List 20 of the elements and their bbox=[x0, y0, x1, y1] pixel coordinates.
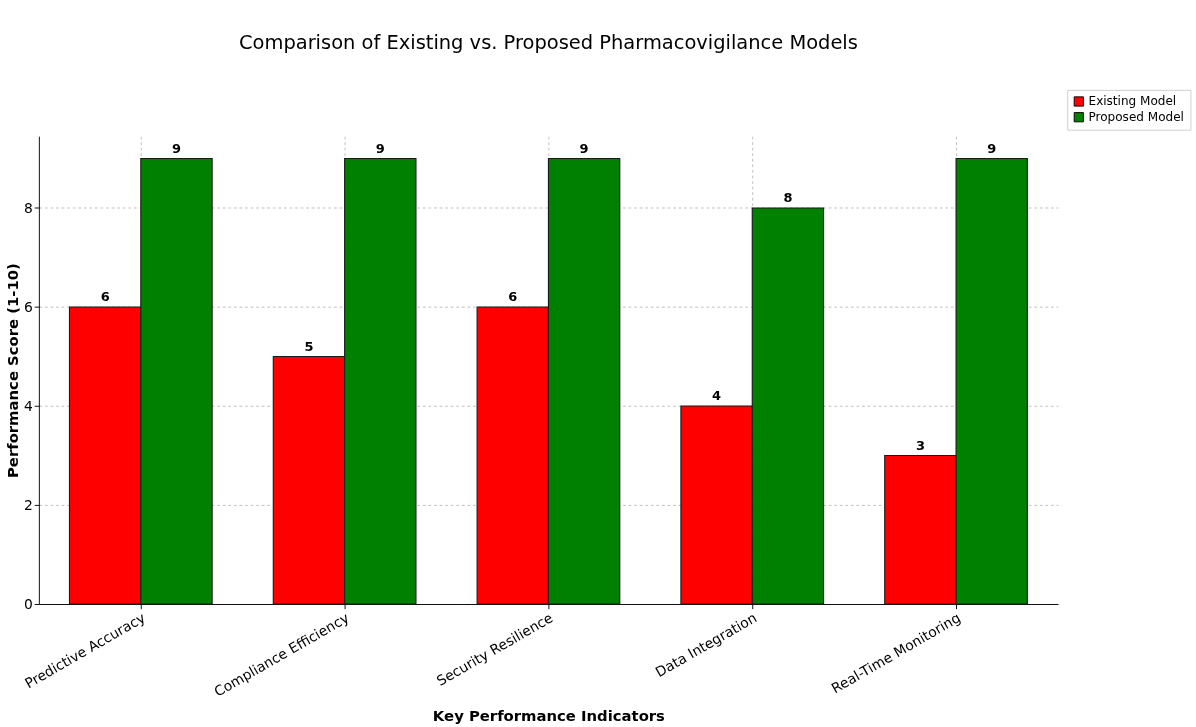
data-label: 4 bbox=[712, 388, 722, 404]
data-label: 8 bbox=[783, 190, 793, 206]
legend-label: Proposed Model bbox=[1088, 109, 1184, 124]
x-axis-title: Key Performance Indicators bbox=[432, 706, 666, 724]
y-tick-label: 8 bbox=[24, 200, 33, 217]
y-tick-label: 4 bbox=[24, 398, 34, 415]
data-label: 3 bbox=[915, 437, 925, 453]
data-label: 9 bbox=[579, 140, 589, 156]
y-tick-label: 0 bbox=[24, 596, 33, 613]
legend-label: Existing Model bbox=[1088, 94, 1177, 109]
data-label: 6 bbox=[508, 289, 518, 305]
chart-title: Comparison of Existing vs. Proposed Pharmacovigilance Models bbox=[238, 30, 858, 54]
data-label: 6 bbox=[100, 289, 110, 305]
y-tick-label: 6 bbox=[24, 299, 33, 316]
y-axis-title: Performance Score (1-10) bbox=[3, 263, 21, 479]
data-label: 9 bbox=[987, 140, 997, 156]
data-label: 9 bbox=[171, 140, 181, 156]
data-label: 9 bbox=[375, 140, 385, 156]
data-label: 5 bbox=[304, 338, 314, 354]
y-tick-label: 2 bbox=[24, 497, 33, 514]
